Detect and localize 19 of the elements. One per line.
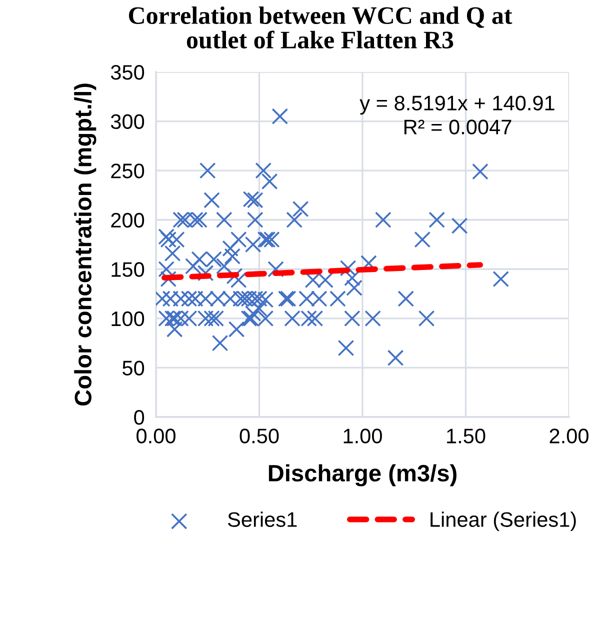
y-axis-title: Color concentration (mgpt./l) bbox=[74, 84, 96, 406]
x-tick-label: 0.00 bbox=[136, 428, 176, 444]
x-axis-title: Discharge (m3/s) bbox=[268, 464, 456, 486]
y-tick-label: 250 bbox=[111, 164, 144, 178]
y-tick-label: 350 bbox=[110, 65, 144, 80]
y-tick-label: 50 bbox=[122, 360, 144, 376]
legend-label: Linear (Series1) bbox=[430, 512, 576, 532]
x-tick-label: 2.00 bbox=[550, 428, 588, 444]
y-tick-label: 300 bbox=[110, 114, 144, 130]
x-tick-label: 1.00 bbox=[344, 428, 382, 444]
chart-title: Correlation between WCC and Q at outlet of Lake Flatten R3 bbox=[128, 6, 512, 49]
x-tick-label: 0.50 bbox=[240, 428, 279, 444]
x-tick-label: 1.50 bbox=[447, 428, 486, 444]
legend-label: Series1 bbox=[228, 512, 297, 527]
y-tick-label: 0 bbox=[134, 410, 144, 425]
y-tick-label: 200 bbox=[111, 212, 144, 228]
annotation: y = 8.5191x + 140.91 R² = 0.0047 bbox=[360, 96, 554, 134]
y-tick-label: 150 bbox=[112, 262, 144, 277]
y-tick-label: 100 bbox=[112, 311, 144, 326]
